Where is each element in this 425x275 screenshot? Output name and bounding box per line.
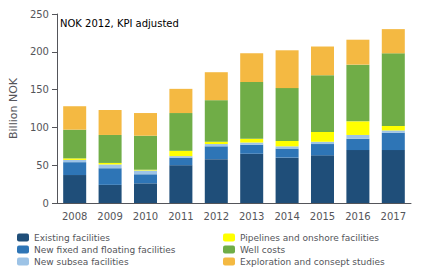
svg-text:2016: 2016 [345,211,370,222]
svg-text:NOK 2012, KPI adjusted: NOK 2012, KPI adjusted [60,18,179,29]
svg-text:Well costs: Well costs [240,245,285,255]
svg-text:200: 200 [30,46,49,57]
svg-text:Billion NOK: Billion NOK [7,77,20,139]
svg-text:100: 100 [30,122,49,133]
svg-text:2009: 2009 [97,211,122,222]
svg-text:150: 150 [30,84,49,95]
svg-text:2010: 2010 [133,211,158,222]
svg-text:2015: 2015 [310,211,335,222]
svg-text:Existing facilities: Existing facilities [34,233,110,243]
svg-text:250: 250 [30,9,49,20]
svg-text:2014: 2014 [274,211,299,222]
svg-text:2008: 2008 [62,211,87,222]
svg-text:0: 0 [43,198,49,209]
svg-text:New fixed and floating facilit: New fixed and floating facilities [34,245,176,255]
svg-text:2011: 2011 [168,211,193,222]
svg-text:2013: 2013 [239,211,264,222]
svg-text:2012: 2012 [204,211,229,222]
svg-text:50: 50 [36,160,49,171]
svg-text:Pipelines and onshore faciliti: Pipelines and onshore facilities [240,233,379,243]
svg-text:New subsea facilities: New subsea facilities [34,257,129,267]
svg-text:Exploration and consept studie: Exploration and consept studies [240,257,385,267]
svg-text:2017: 2017 [381,211,406,222]
